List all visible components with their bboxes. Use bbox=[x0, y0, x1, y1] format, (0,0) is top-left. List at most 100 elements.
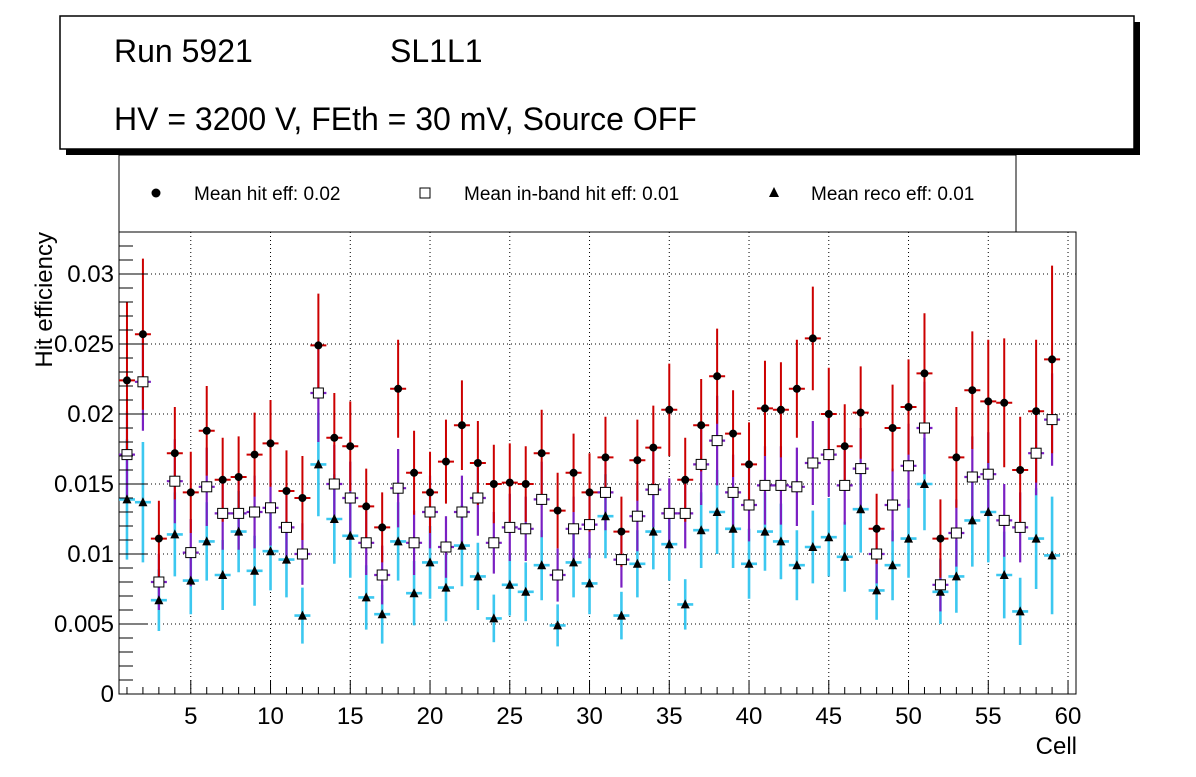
y-axis-title: Hit efficiency bbox=[31, 232, 58, 368]
reco-point bbox=[728, 523, 738, 533]
reco-point bbox=[951, 571, 961, 581]
hit-point bbox=[872, 524, 881, 533]
reco-point bbox=[904, 533, 914, 543]
reco-point bbox=[234, 526, 244, 536]
hit-point bbox=[537, 449, 546, 458]
hit-point bbox=[936, 534, 945, 543]
hit-point bbox=[154, 534, 163, 543]
reco-point bbox=[250, 565, 260, 575]
hit-point bbox=[1032, 407, 1041, 416]
inband-point bbox=[807, 457, 819, 469]
inband-point bbox=[855, 463, 867, 475]
hit-point bbox=[792, 384, 801, 393]
reco-point bbox=[696, 525, 706, 535]
inband-point bbox=[312, 387, 324, 399]
hit-point bbox=[553, 506, 562, 515]
hit-point bbox=[250, 450, 259, 459]
x-tick-label: 50 bbox=[895, 703, 922, 730]
x-tick-label: 10 bbox=[257, 703, 284, 730]
inband-point bbox=[265, 502, 277, 514]
inband-point bbox=[520, 523, 532, 535]
inband-point bbox=[823, 449, 835, 461]
reco-point bbox=[569, 557, 579, 567]
hit-point bbox=[856, 408, 865, 417]
reco-point bbox=[680, 599, 690, 609]
reco-point bbox=[919, 479, 929, 488]
inband-point bbox=[376, 569, 388, 581]
inband-point bbox=[536, 493, 548, 505]
reco-point bbox=[824, 532, 834, 542]
reco-point bbox=[138, 497, 148, 507]
reco-point bbox=[1031, 533, 1041, 543]
inband-point bbox=[121, 449, 133, 461]
reco-point bbox=[1015, 606, 1025, 616]
inband-point bbox=[599, 486, 611, 498]
inband-point bbox=[679, 507, 691, 519]
reco-point bbox=[457, 540, 467, 550]
reco-point bbox=[808, 542, 818, 551]
hit-point bbox=[170, 449, 179, 458]
reco-point bbox=[664, 539, 674, 549]
hit-point bbox=[776, 405, 785, 414]
inband-point bbox=[153, 576, 165, 588]
inband-point bbox=[408, 537, 420, 549]
hit-point bbox=[457, 421, 466, 430]
inband-point bbox=[360, 537, 372, 549]
x-tick-label: 45 bbox=[815, 703, 842, 730]
hit-point bbox=[617, 527, 626, 536]
reco-point bbox=[473, 571, 483, 581]
hit-point bbox=[633, 456, 642, 465]
hit-point bbox=[426, 488, 435, 497]
reco-point bbox=[425, 557, 435, 567]
x-tick-label: 30 bbox=[576, 703, 603, 730]
reco-point bbox=[441, 582, 451, 592]
inband-point bbox=[663, 507, 675, 519]
legend-box bbox=[118, 154, 1017, 233]
inband-point bbox=[185, 547, 197, 559]
hit-point bbox=[202, 426, 211, 435]
hit-point bbox=[330, 433, 339, 442]
hit-point bbox=[234, 473, 243, 481]
hit-point bbox=[1016, 466, 1025, 474]
inband-point bbox=[759, 479, 771, 491]
hit-point bbox=[808, 334, 817, 343]
hit-point bbox=[505, 478, 514, 487]
reco-point bbox=[202, 536, 212, 546]
y-tick-label: 0.005 bbox=[54, 611, 114, 638]
hit-point bbox=[713, 372, 722, 381]
grid bbox=[119, 232, 1076, 694]
inband-point bbox=[791, 481, 803, 493]
hit-point bbox=[218, 475, 227, 484]
inband-point bbox=[982, 468, 994, 480]
inband-point bbox=[934, 579, 946, 591]
x-tick-label: 20 bbox=[417, 703, 444, 730]
reco-point bbox=[186, 575, 196, 585]
y-tick-label: 0.03 bbox=[67, 261, 114, 288]
reco-point bbox=[792, 560, 802, 570]
hit-point bbox=[362, 502, 371, 511]
reco-point bbox=[329, 514, 339, 523]
hit-point bbox=[697, 421, 706, 430]
hit-point bbox=[760, 404, 769, 413]
inband-point bbox=[615, 554, 627, 566]
hit-point bbox=[745, 460, 754, 469]
inband-point bbox=[647, 484, 659, 496]
run-label: Run 5921 bbox=[114, 33, 253, 69]
inband-point bbox=[456, 506, 468, 518]
hit-point bbox=[984, 397, 993, 406]
legend-inband-label: Mean in-band hit eff: 0.01 bbox=[464, 184, 679, 205]
reco-point bbox=[776, 536, 786, 546]
reco-point bbox=[154, 595, 164, 605]
y-tick-label: 0.025 bbox=[54, 331, 114, 358]
reco-point bbox=[170, 529, 180, 539]
inband-point bbox=[727, 486, 739, 498]
inband-point bbox=[504, 521, 516, 533]
reco-point bbox=[935, 586, 945, 596]
hit-point bbox=[186, 488, 195, 497]
inband-point bbox=[201, 481, 213, 493]
legend-hit-marker bbox=[151, 188, 161, 198]
layer-label: SL1L1 bbox=[390, 33, 483, 69]
reco-point bbox=[872, 585, 882, 595]
inband-point bbox=[998, 514, 1010, 526]
